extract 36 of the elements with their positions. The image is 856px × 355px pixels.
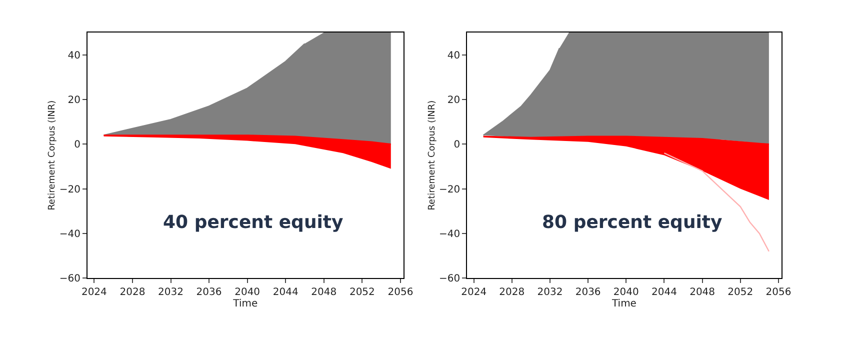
x-tick-label: 2044 <box>272 287 298 298</box>
y-tick-label: −20 <box>439 184 460 196</box>
x-tick-label: 2056 <box>388 287 414 298</box>
y-tick-label: 20 <box>68 94 80 106</box>
annotation: 40 percent equity <box>163 212 344 233</box>
y-axis-title: Retirement Corpus (INR) <box>48 100 58 210</box>
x-tick-label: 2024 <box>461 287 487 298</box>
x-tick-label: 2036 <box>575 287 601 298</box>
x-tick-label: 2048 <box>311 287 337 298</box>
y-tick-label: 40 <box>68 50 80 62</box>
y-tick-label: −60 <box>59 274 80 285</box>
y-tick-label: −60 <box>439 274 460 285</box>
x-axis-title: Time <box>232 298 258 310</box>
x-tick-label: 2040 <box>613 287 639 298</box>
x-tick-label: 2056 <box>766 287 792 298</box>
x-tick-label: 2036 <box>196 287 222 298</box>
x-tick-label: 2052 <box>728 287 754 298</box>
x-tick-label: 2028 <box>499 287 525 298</box>
x-tick-label: 2032 <box>158 287 184 298</box>
x-tick-label: 2024 <box>81 287 107 298</box>
x-axis-title: Time <box>611 298 636 310</box>
x-tick-label: 2044 <box>651 287 677 298</box>
y-tick-label: 0 <box>454 140 460 151</box>
y-tick-label: −40 <box>439 228 460 240</box>
x-tick-label: 2040 <box>234 287 260 298</box>
y-tick-label: 40 <box>447 50 460 62</box>
y-axis-title: Retirement Corpus (INR) <box>427 100 438 210</box>
x-tick-label: 2052 <box>349 287 375 298</box>
y-tick-label: 0 <box>74 140 80 151</box>
annotation: 80 percent equity <box>542 212 723 233</box>
y-tick-label: −40 <box>59 228 80 240</box>
y-tick-label: 20 <box>447 94 460 106</box>
y-tick-label: −20 <box>59 184 80 196</box>
x-tick-label: 2028 <box>120 287 146 298</box>
x-tick-label: 2032 <box>537 287 563 298</box>
x-tick-label: 2048 <box>690 287 716 298</box>
